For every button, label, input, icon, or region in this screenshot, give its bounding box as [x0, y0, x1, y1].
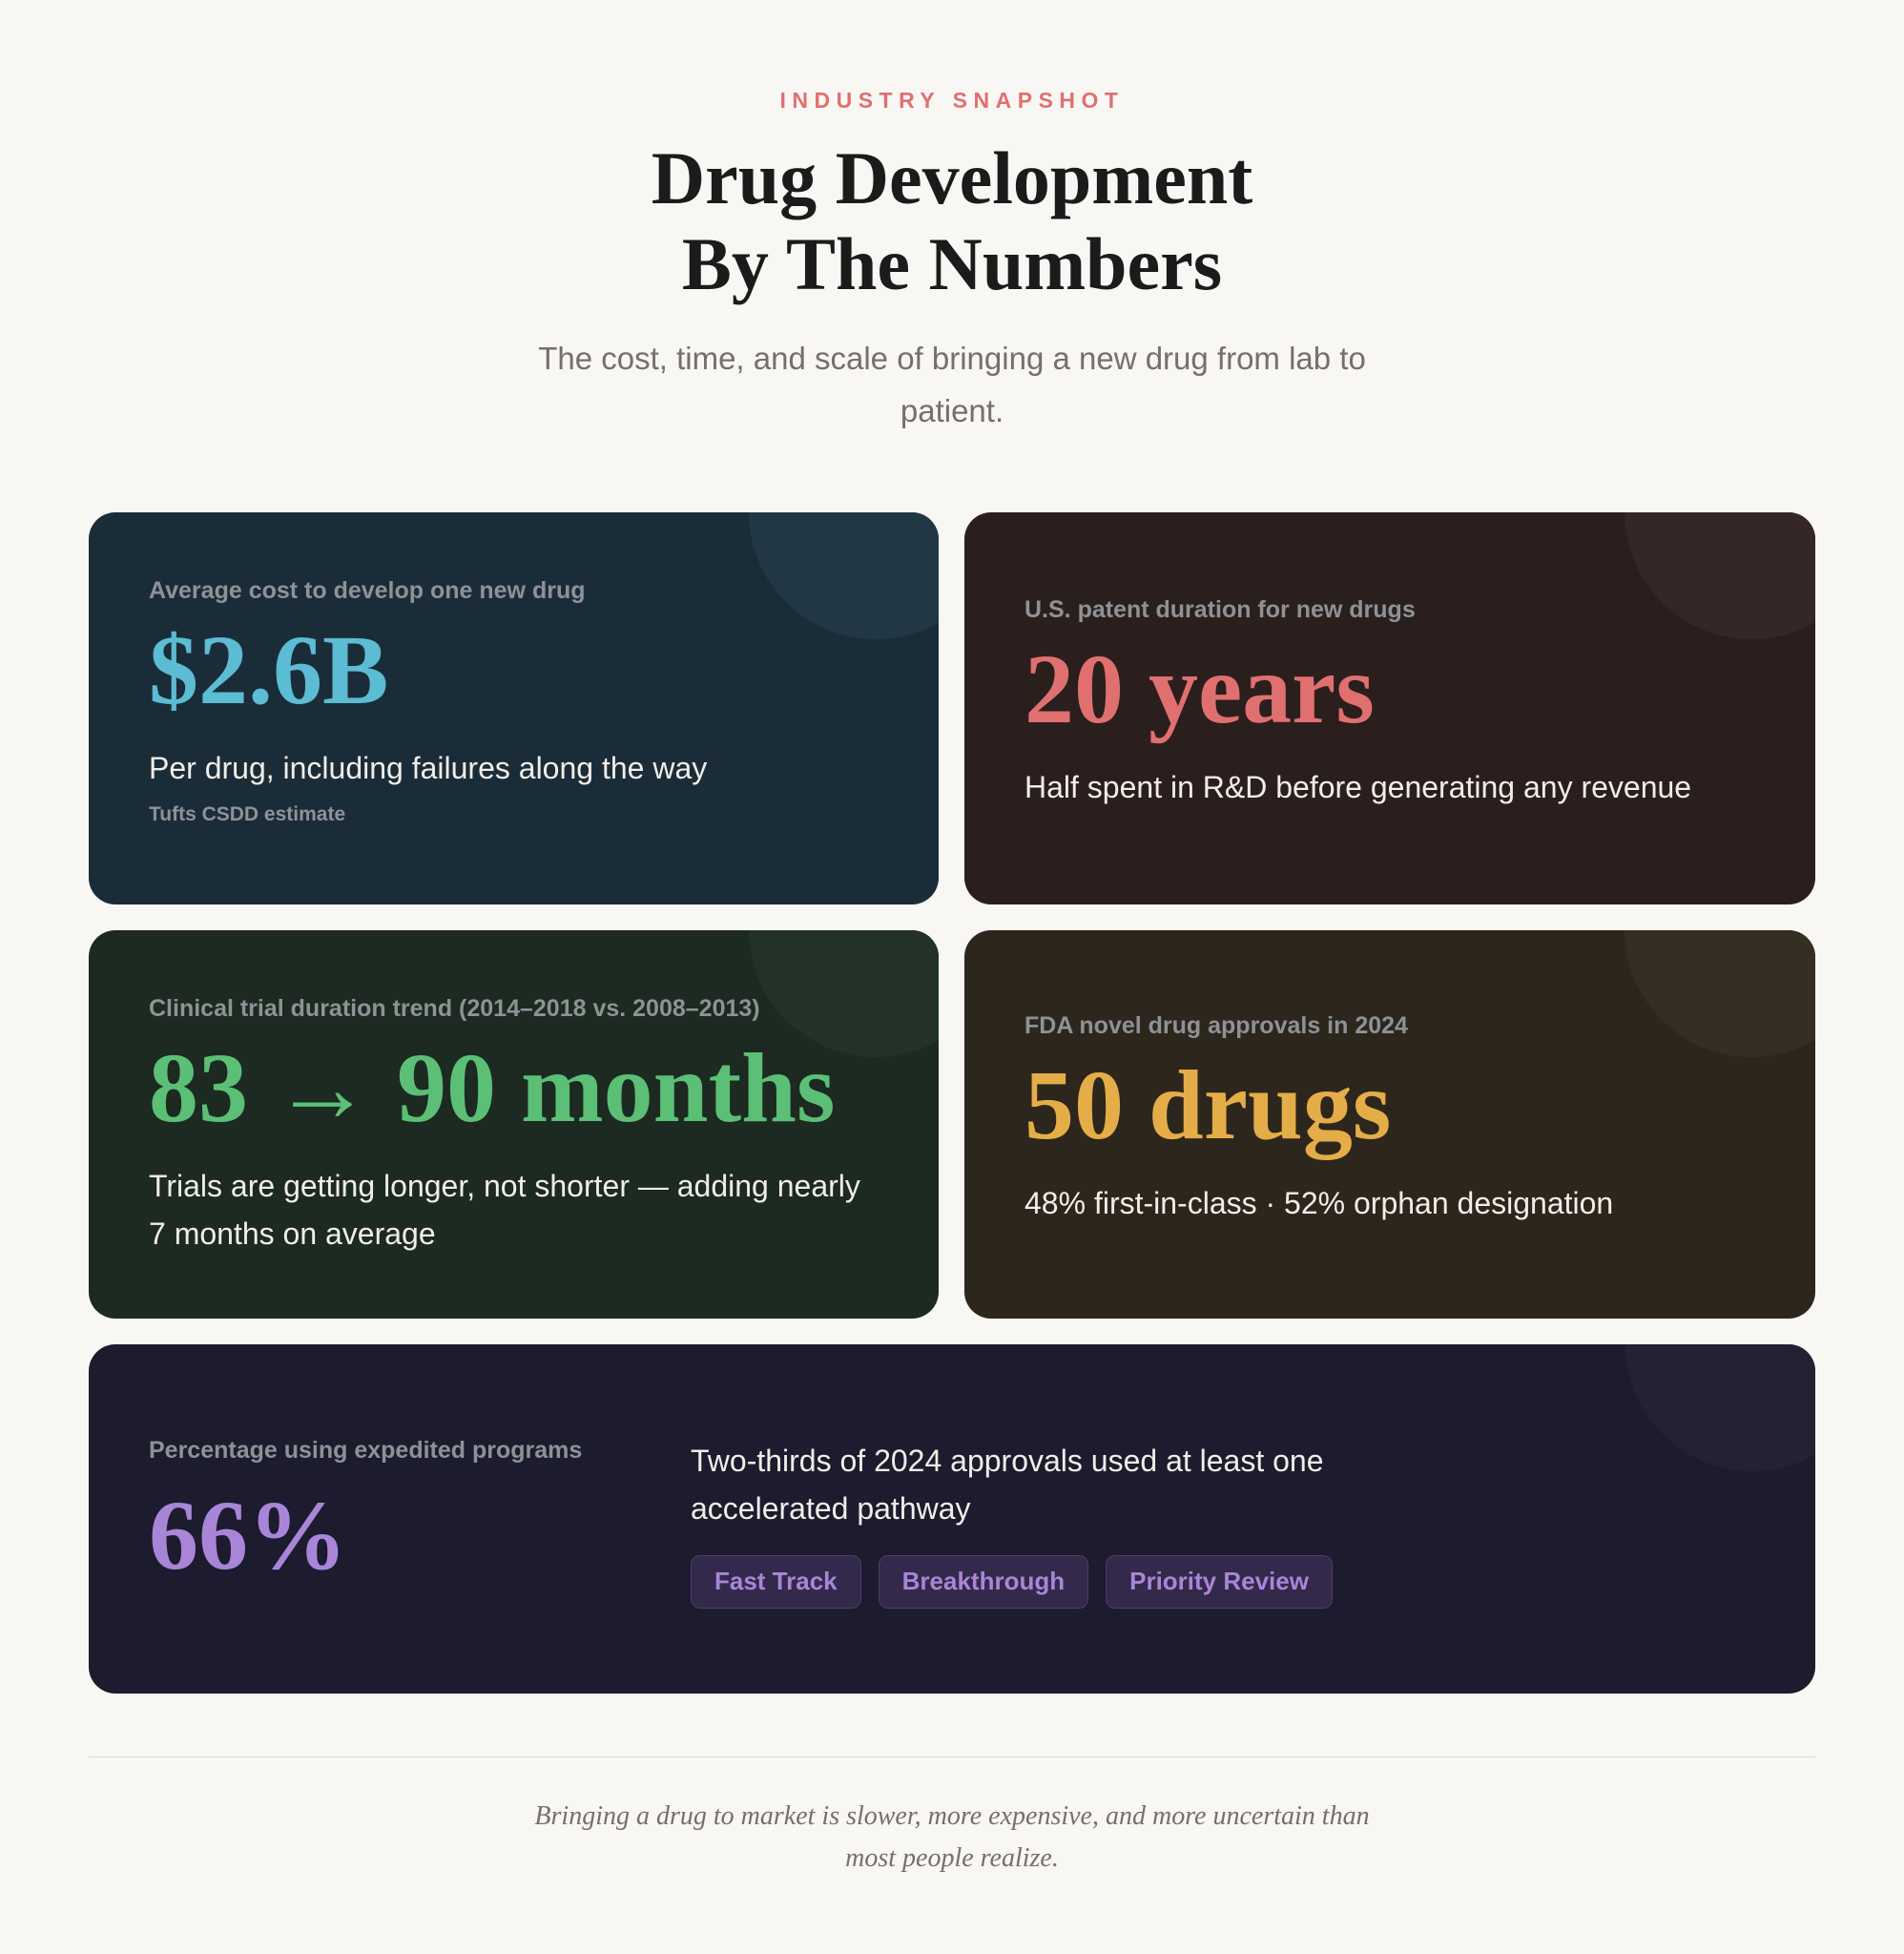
stat-card-cost: Average cost to develop one new drug $2.… [89, 512, 939, 904]
stat-label: Average cost to develop one new drug [149, 577, 586, 604]
stat-description: Half spent in R&D before generating any … [1024, 770, 1692, 804]
stat-card-patent: U.S. patent duration for new drugs 20 ye… [964, 512, 1815, 904]
stat-value: 83 → 90 months [149, 1033, 836, 1143]
stat-description: 48% first-in-class · 52% orphan designat… [1024, 1186, 1614, 1220]
stat-label: U.S. patent duration for new drugs [1024, 596, 1416, 623]
tag-fast-track: Fast Track [691, 1555, 861, 1609]
decorative-circle [1625, 930, 1815, 1057]
stat-description: Two-thirds of 2024 approvals used at lea… [691, 1444, 1324, 1526]
title-line-1: Drug Development [651, 136, 1253, 219]
stat-source: Tufts CSDD estimate [149, 803, 346, 825]
tag-priority-review: Priority Review [1106, 1555, 1333, 1609]
stat-value: 50 drugs [1024, 1050, 1392, 1160]
stat-value: 20 years [1024, 634, 1375, 744]
page-title: Drug Development By The Numbers [0, 135, 1904, 307]
stat-label: Clinical trial duration trend (2014–2018… [149, 995, 760, 1022]
stat-value: $2.6B [149, 615, 389, 725]
stat-value: 66% [149, 1481, 347, 1590]
stat-card-fda-approvals: FDA novel drug approvals in 2024 50 drug… [964, 930, 1815, 1319]
tag-breakthrough: Breakthrough [878, 1555, 1089, 1609]
stat-card-expedited-programs: Percentage using expedited programs 66% … [89, 1344, 1815, 1694]
stat-description: Per drug, including failures along the w… [149, 751, 708, 785]
page-subtitle: The cost, time, and scale of bringing a … [538, 341, 1366, 428]
footer-quote: Bringing a drug to market is slower, mor… [534, 1801, 1370, 1873]
stat-label: Percentage using expedited programs [149, 1437, 583, 1464]
decorative-circle [1625, 1344, 1815, 1471]
decorative-circle [749, 512, 939, 639]
stat-label: FDA novel drug approvals in 2024 [1024, 1012, 1408, 1039]
title-line-2: By The Numbers [681, 222, 1223, 305]
eyebrow-label: INDUSTRY SNAPSHOT [779, 88, 1125, 113]
stat-description: Trials are getting longer, not shorter —… [149, 1169, 860, 1251]
program-tags: Fast Track Breakthrough Priority Review [691, 1555, 1416, 1609]
stat-card-trial-duration: Clinical trial duration trend (2014–2018… [89, 930, 939, 1319]
